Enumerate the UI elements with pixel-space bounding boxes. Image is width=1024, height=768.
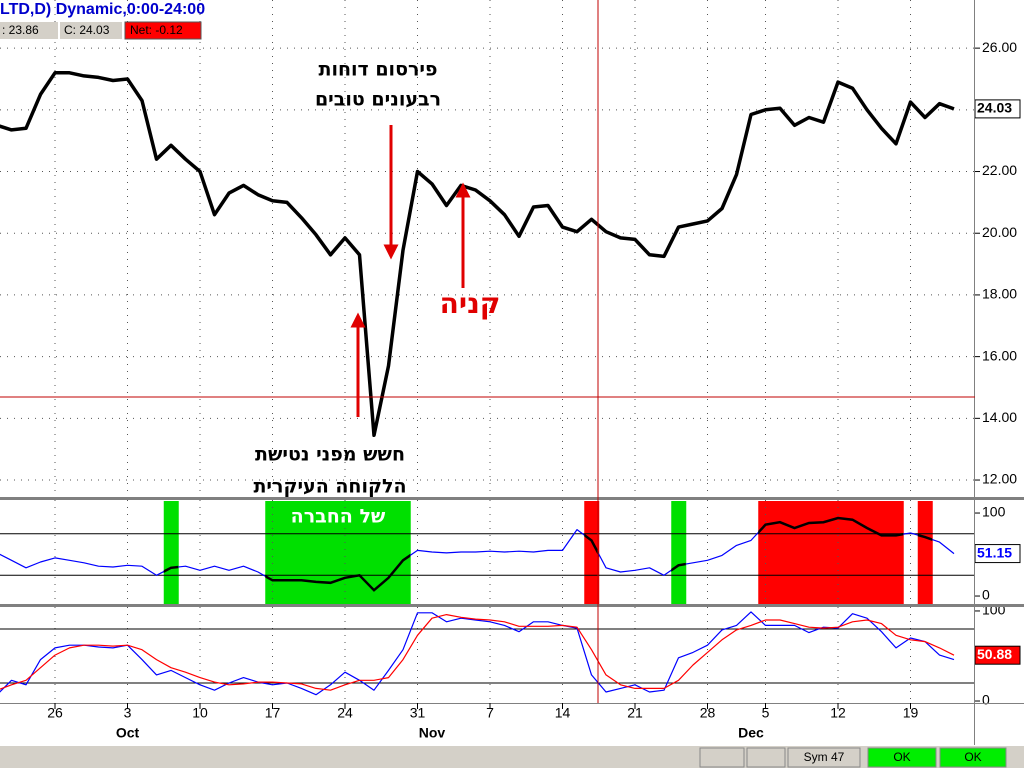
x-tick-label: 17	[265, 705, 281, 721]
last-value-label: 50.88	[977, 646, 1012, 662]
annotation-group: של החברה	[291, 506, 386, 528]
x-tick-label: 24	[337, 705, 353, 721]
last-value-label: 24.03	[977, 100, 1012, 116]
y-tick-label: 20.00	[982, 224, 1017, 240]
zone-line	[917, 533, 933, 541]
y-tick-label: 26.00	[982, 39, 1017, 55]
header-box	[60, 22, 122, 39]
x-tick-label: 10	[192, 705, 208, 721]
last-value-label: 51.15	[977, 544, 1012, 560]
zone-line	[584, 533, 599, 557]
signal-zone	[308, 501, 324, 604]
annotation: הלקוחה העיקרית	[253, 476, 406, 498]
y-tick-label: 14.00	[982, 409, 1017, 425]
x-tick-label: 7	[486, 705, 494, 721]
layers: 12.0014.0016.0018.0020.0022.0024.0026.00…	[0, 0, 1021, 708]
status-ok: OK	[893, 750, 910, 764]
signal-zone	[584, 501, 600, 604]
header-low: : 23.86	[2, 23, 39, 37]
header-title: LTD,D) Dynamic,0:00-24:00	[0, 1, 205, 18]
status-cell	[939, 747, 1007, 768]
status-cell	[746, 747, 786, 768]
signal-zone	[395, 501, 411, 604]
zone-line	[163, 565, 179, 573]
signal-zone	[859, 501, 875, 604]
x-month-label: Dec	[738, 725, 764, 741]
x-month-label: Nov	[419, 725, 446, 741]
header-close: C: 24.03	[64, 23, 110, 37]
signal-zone	[163, 501, 179, 604]
signal-zone	[381, 501, 397, 604]
zone-line	[758, 516, 904, 537]
x-month-label: Oct	[116, 725, 140, 741]
signal-zone	[294, 501, 310, 604]
zone-line	[265, 553, 411, 592]
series-line	[0, 614, 955, 691]
signal-zone	[366, 501, 382, 604]
y-tick-label: 22.00	[982, 162, 1017, 178]
signal-zone	[787, 501, 803, 604]
status-symbol: Sym 47	[804, 750, 845, 764]
signal-zone	[816, 501, 832, 604]
signal-zone	[801, 501, 817, 604]
signal-zone	[845, 501, 861, 604]
annotation-buy: קניה	[440, 287, 501, 320]
signal-zone	[279, 501, 295, 604]
x-tick-label: 3	[124, 705, 132, 721]
annotation: רבעונים טובים	[315, 89, 441, 111]
signal-zone	[323, 501, 339, 604]
x-tick-label: 12	[830, 705, 846, 721]
signal-zone	[772, 501, 788, 604]
header-box	[124, 21, 202, 40]
signal-zone	[671, 501, 687, 604]
annotation: חשש מפני נטישת	[255, 444, 405, 466]
x-tick-label: 31	[410, 705, 426, 721]
signal-zone	[888, 501, 904, 604]
status-cell	[699, 747, 745, 768]
signal-zone	[830, 501, 846, 604]
annotation: של החברה	[291, 506, 386, 528]
x-tick-label: 5	[762, 705, 770, 721]
x-tick-label: 14	[555, 705, 571, 721]
y-tick-label: 12.00	[982, 471, 1017, 487]
y-tick-label: 18.00	[982, 286, 1017, 302]
zone-line	[671, 562, 686, 572]
header-box	[0, 22, 58, 39]
status-ok: OK	[964, 750, 981, 764]
x-tick-label: 26	[47, 705, 63, 721]
series-line	[0, 71, 955, 438]
annotation: פירסום דוחות	[318, 59, 437, 81]
signal-zone	[917, 501, 933, 604]
x-tick-label: 21	[627, 705, 643, 721]
y-tick-label: 16.00	[982, 347, 1017, 363]
y-tick-label: 100	[982, 504, 1006, 520]
signal-zone	[758, 501, 774, 604]
signal-zone	[265, 501, 281, 604]
series-line	[0, 611, 955, 696]
x-tick-label: 19	[903, 705, 919, 721]
header-net: Net: -0.12	[130, 23, 183, 37]
status-cell	[867, 747, 937, 768]
y-tick-label: 0	[982, 587, 990, 603]
y-tick-label: 0	[982, 692, 990, 708]
x-tick-label: 28	[700, 705, 716, 721]
status-cell	[787, 747, 861, 768]
signal-zone	[874, 501, 890, 604]
